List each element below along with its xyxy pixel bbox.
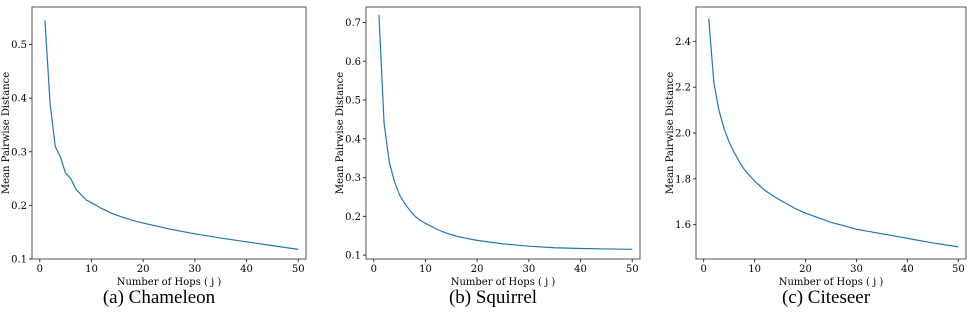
x-tick-label: 0 [371,264,377,275]
panel-caption: (a) Chameleon [103,287,216,308]
x-tick-label: 40 [240,264,253,275]
plot-frame [365,6,641,260]
y-tick-label: 0.1 [11,255,27,266]
y-axis-label: Mean Pairwise Distance [335,72,346,194]
x-tick-label: 50 [292,264,305,275]
y-tick-label: 0.4 [345,134,361,145]
x-axis-label: Number of Hops ( j ) [117,277,222,288]
x-tick-label: 10 [748,264,761,275]
plot-frame [695,6,967,260]
panel-caption: (c) Citeseer [782,287,871,308]
chart-panel-1: 0 10 20 30 40 50 0.1 0.2 0.3 0.4 0.5 Number of Hops… [1,6,307,308]
panel-caption: (b) Squirrel [449,287,537,308]
y-axis-label: Mean Pairwise Distance [665,72,676,194]
y-tick-label: 1.6 [675,220,691,231]
y-tick-label: 0.4 [11,94,27,105]
x-tick-label: 10 [419,264,432,275]
x-tick-label: 10 [85,264,98,275]
x-tick-label: 50 [952,264,965,275]
chart-panel-2: 0 10 20 30 40 50 0.1 0.2 0.3 0.4 0.5 0.6 0.7 Number o… [335,6,641,308]
y-axis-label: Mean Pairwise Distance [1,72,12,194]
series-line-1 [708,18,959,248]
y-tick-label: 0.5 [11,40,27,51]
y-tick-label: 0.7 [345,18,361,29]
y-tick-label: 2.4 [675,37,691,48]
plot-frame [31,6,307,260]
x-tick-label: 50 [626,264,639,275]
series-line-1 [378,14,633,250]
y-tick-label: 0.3 [11,147,27,158]
y-tick-label: 0.2 [11,201,27,212]
x-tick-label: 40 [574,264,587,275]
y-tick-label: 2.2 [675,83,691,94]
series-line-1 [44,20,299,250]
y-tick-label: 2.0 [675,129,691,140]
x-tick-label: 20 [137,264,150,275]
x-tick-label: 30 [522,264,535,275]
x-tick-label: 30 [188,264,201,275]
x-axis-label: Number of Hops ( j ) [779,277,884,288]
chart-panel-3: 0 10 20 30 40 50 1.6 1.8 2.0 2.2 2.4 Number of Hops… [665,6,967,308]
x-tick-label: 0 [700,264,706,275]
x-tick-label: 40 [901,264,914,275]
y-tick-label: 0.1 [345,251,361,262]
x-tick-label: 20 [799,264,812,275]
y-tick-label: 0.2 [345,212,361,223]
x-tick-label: 0 [37,264,43,275]
y-tick-label: 0.3 [345,173,361,184]
x-tick-label: 30 [850,264,863,275]
y-tick-label: 0.5 [345,96,361,107]
y-tick-label: 1.8 [675,174,691,185]
y-tick-label: 0.6 [345,57,361,68]
x-tick-label: 20 [471,264,484,275]
x-axis-label: Number of Hops ( j ) [451,277,556,288]
